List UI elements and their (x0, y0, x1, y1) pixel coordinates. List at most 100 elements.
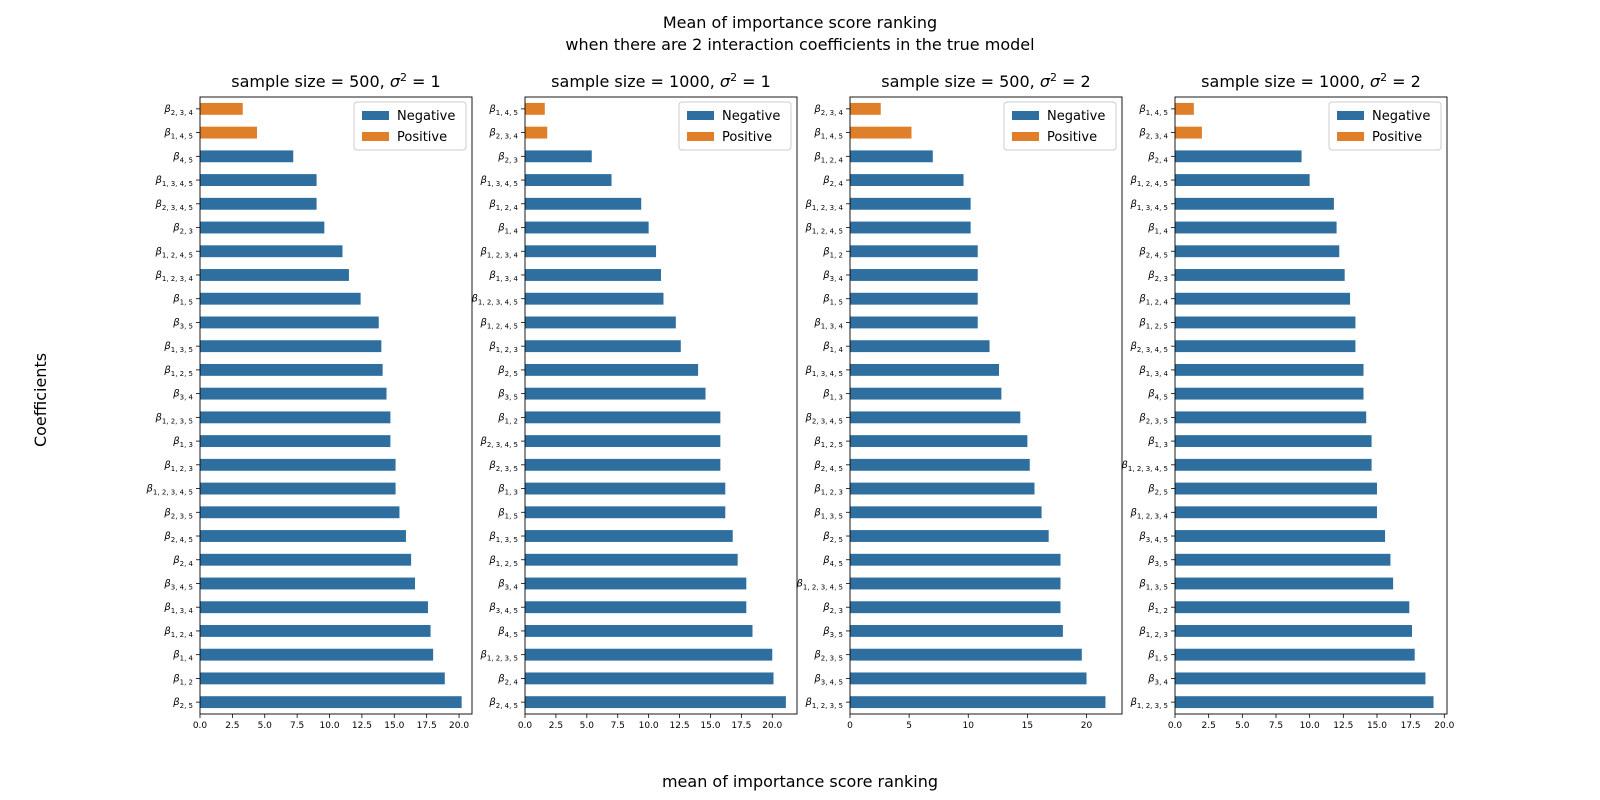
bar-negative (1175, 601, 1410, 614)
y-tick-label: β1, 4, 5 (488, 104, 518, 117)
y-tick-label: β1, 4, 5 (1138, 104, 1168, 117)
bar-negative (200, 672, 445, 685)
y-tick-label: β1, 2, 3, 4 (804, 199, 843, 212)
x-tick-label: 12.5 (670, 721, 690, 731)
y-tick-label: β1, 2, 4 (1138, 294, 1168, 307)
y-tick-label: β1, 2 (1147, 602, 1168, 615)
bar-negative (1175, 197, 1334, 210)
y-tick-label: β1, 3 (1147, 436, 1168, 449)
y-tick-label: β4, 5 (1147, 389, 1168, 402)
y-tick-label: β1, 3 (172, 436, 193, 449)
bar-negative (850, 601, 1061, 614)
legend-label-positive: Positive (722, 130, 772, 145)
legend-swatch-positive (1337, 132, 1364, 141)
legend-label-positive: Positive (1047, 130, 1097, 145)
y-tick-label: β1, 2, 4, 5 (479, 317, 518, 330)
y-tick-label: β1, 4 (822, 341, 843, 354)
bar-negative (850, 245, 978, 258)
y-tick-label: β1, 4 (497, 223, 518, 236)
bar-negative (200, 174, 317, 186)
panel-title-sigma: σ (1370, 72, 1381, 91)
bar-negative (850, 625, 1063, 637)
x-tick-label: 5 (906, 721, 912, 731)
bar-negative (200, 625, 431, 637)
bar-negative (525, 269, 661, 281)
y-tick-label: β1, 2, 3 (488, 341, 518, 354)
figure-title-line1: Mean of importance score ranking (663, 13, 937, 32)
panel-title-sigma: σ (390, 72, 401, 91)
y-tick-label: β1, 3, 4, 5 (804, 365, 843, 378)
bar-negative (850, 269, 978, 281)
y-tick-label: β1, 4, 5 (813, 128, 843, 141)
y-tick-label: β1, 2, 4 (163, 626, 193, 639)
x-tick-label: 7.5 (290, 721, 304, 731)
bar-positive (525, 102, 545, 115)
y-tick-label: β2, 5 (497, 365, 518, 378)
y-tick-label: β1, 2, 3, 4, 5 (471, 294, 518, 307)
y-tick-label: β1, 2, 3, 5 (1129, 697, 1168, 710)
bar-negative (850, 387, 1002, 400)
bar-negative (525, 316, 676, 329)
x-tick-label: 10.0 (639, 721, 659, 731)
chart-panel-1: sample size = 500, σ2 = 1 β2, 3, 4 β1, 4, … (146, 71, 473, 731)
bar-negative (1175, 530, 1386, 542)
y-tick-label: β1, 3, 4, 5 (154, 175, 193, 188)
bar-negative (525, 435, 721, 448)
y-tick-label: β1, 5 (497, 507, 518, 520)
bar-negative (200, 530, 406, 542)
bar-negative (525, 696, 786, 709)
y-tick-label: β1, 2, 3 (813, 484, 843, 497)
y-tick-label: β4, 5 (497, 626, 518, 639)
bar-negative (1175, 221, 1337, 234)
panel-title-sigma: σ (720, 72, 731, 91)
y-tick-label: β3, 5 (1147, 555, 1168, 568)
y-tick-label: β1, 5 (172, 294, 193, 307)
bar-negative (525, 340, 681, 353)
y-tick-label: β1, 3, 5 (488, 531, 518, 544)
y-tick-label: β1, 2, 4, 5 (1129, 175, 1168, 188)
bar-negative (850, 577, 1061, 590)
legend-label-negative: Negative (1047, 109, 1105, 124)
bar-negative (525, 648, 773, 661)
panel-title-sup: 2 (730, 71, 737, 84)
bar-negative (525, 174, 612, 186)
bar-negative (200, 221, 325, 234)
bar-positive (200, 102, 243, 115)
bar-negative (525, 292, 664, 305)
x-tick-label: 17.5 (417, 721, 437, 731)
x-tick-label: 0.0 (518, 721, 533, 731)
y-tick-label: β1, 3, 4, 5 (479, 175, 518, 188)
bar-negative (850, 648, 1082, 661)
bar-positive (850, 126, 912, 139)
x-tick-label: 5.0 (1235, 721, 1250, 731)
y-tick-label: β2, 5 (172, 697, 193, 710)
bar-negative (1175, 482, 1377, 495)
legend-swatch-positive (1012, 132, 1039, 141)
bar-negative (200, 292, 361, 305)
bar-negative (1175, 435, 1372, 448)
bar-negative (1175, 363, 1364, 376)
bar-negative (200, 458, 396, 471)
y-tick-label: β3, 4, 5 (488, 602, 518, 615)
y-tick-label: β3, 5 (172, 317, 193, 330)
panel-title: sample size = 1000, σ2 = 1 (551, 71, 771, 91)
y-tick-label: β1, 2, 4 (813, 151, 843, 164)
legend-swatch-positive (687, 132, 714, 141)
y-tick-label: β1, 5 (822, 294, 843, 307)
bar-negative (850, 221, 971, 234)
x-tick-label: 15.0 (384, 721, 404, 731)
panel-title-prefix: sample size = 1000, (551, 72, 720, 91)
y-tick-label: β4, 5 (172, 151, 193, 164)
panel-title-sup: 2 (1050, 71, 1057, 84)
bar-negative (200, 601, 428, 614)
y-tick-label: β2, 3, 4 (813, 104, 843, 117)
legend-label-negative: Negative (722, 109, 780, 124)
bar-positive (200, 126, 257, 139)
x-tick-label: 17.5 (1401, 721, 1421, 731)
bar-negative (850, 174, 964, 186)
bar-negative (200, 696, 462, 709)
y-tick-label: β2, 4 (1147, 151, 1168, 164)
bar-negative (850, 150, 933, 163)
bar-negative (525, 530, 733, 542)
y-tick-label: β1, 3 (497, 484, 518, 497)
